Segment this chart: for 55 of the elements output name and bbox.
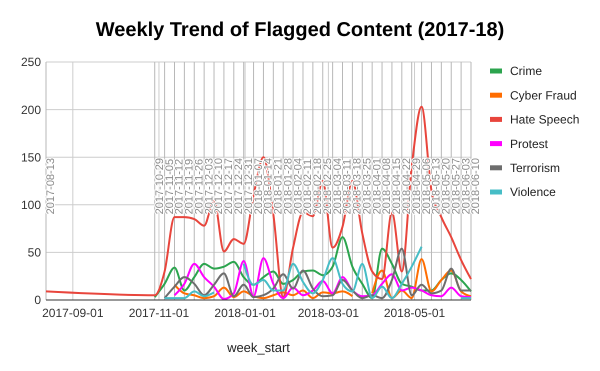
legend-label: Cyber Fraud	[510, 88, 577, 102]
line-series	[154, 236, 472, 300]
ref-line-label: 2018-04-15	[391, 158, 404, 214]
x-tick-label: 2018-03-01	[298, 306, 360, 320]
ref-line-label: 2017-11-12	[174, 158, 186, 214]
ref-line-label: 2018-05-27	[450, 158, 462, 214]
ref-line-label: 2018-05-06	[420, 158, 433, 214]
ref-line-label: 2017-11-19	[184, 158, 196, 214]
line-series	[45, 106, 472, 298]
y-tick-label: 150	[20, 150, 42, 164]
ref-line-label: 2018-03-04	[332, 158, 344, 214]
ref-line-label: 2017-11-05	[164, 158, 176, 214]
chart-title: Weekly Trend of Flagged Content (2017-18)	[96, 19, 504, 41]
ref-line-label: 2018-04-22	[401, 158, 414, 214]
ref-line-label: 2018-03-18	[352, 158, 364, 214]
y-tick-label: 100	[20, 198, 42, 212]
y-tick-label: 250	[20, 55, 42, 70]
ref-line-label: 2018-01-28	[282, 158, 294, 214]
legend-label: Crime	[510, 64, 542, 78]
legend-label: Terrorism	[510, 161, 560, 175]
ref-line-label: 2018-06-10	[470, 158, 482, 214]
ref-line-label: 2017-12-24	[232, 158, 245, 214]
ref-line-label: 2017-11-26	[193, 158, 206, 214]
ref-line-label: 2017-12-03	[203, 158, 216, 214]
ref-line-label: 2018-06-03	[460, 158, 472, 214]
y-tick-label: 0	[34, 293, 42, 308]
ref-line-label: 2018-05-20	[440, 158, 453, 214]
ref-line-label: 2018-02-25	[322, 158, 334, 214]
x-tick-label: 2017-09-01	[42, 306, 104, 320]
ref-line-label: 2017-08-13	[45, 158, 58, 214]
legend-label: Violence	[510, 185, 556, 200]
ref-line-label: 2018-02-11	[302, 158, 314, 214]
legend-label: Hate Speech	[510, 112, 580, 127]
ref-line-label: 2018-04-01	[371, 158, 384, 214]
ref-line-label: 2018-02-18	[312, 158, 324, 214]
ref-line-label: 2017-12-17	[223, 158, 236, 214]
x-tick-label: 2018-01-01	[214, 306, 276, 320]
ref-line-label: 2018-02-04	[292, 158, 304, 214]
ref-line-label: 2018-04-08	[381, 158, 394, 214]
ref-line-label: 2018-01-07	[252, 158, 265, 214]
ref-line-label: 2018-03-11	[342, 158, 354, 214]
x-tick-label: 2018-05-01	[384, 306, 446, 320]
legend-label: Protest	[510, 136, 549, 151]
ref-line-label: 2018-03-25	[361, 158, 374, 214]
ref-line-label: 2017-12-10	[213, 158, 226, 214]
x-tick-label: 2017-11-01	[128, 306, 190, 320]
ref-line-label: 2017-10-29	[154, 158, 166, 214]
ref-line-label: 2018-05-13	[430, 158, 443, 214]
ref-line-label: 2017-12-31	[242, 158, 255, 214]
ref-line-label: 2018-04-29	[410, 158, 423, 214]
ref-line-label: 2018-01-21	[272, 158, 285, 214]
ref-line-label: 2018-01-14	[262, 158, 275, 214]
y-tick-label: 200	[20, 102, 42, 117]
x-axis-title: week_start	[226, 340, 290, 355]
y-tick-label: 50	[28, 246, 42, 260]
